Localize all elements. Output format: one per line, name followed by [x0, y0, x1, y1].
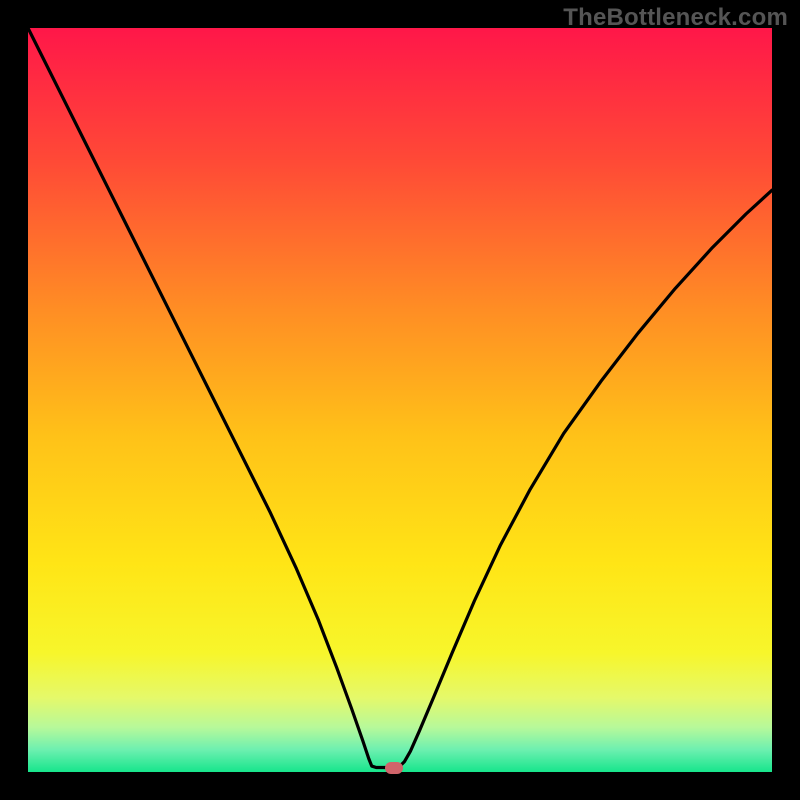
curve-layer — [28, 28, 772, 772]
minimum-marker — [385, 762, 403, 774]
bottleneck-curve — [28, 28, 772, 768]
plot-area — [28, 28, 772, 772]
watermark-text: TheBottleneck.com — [563, 4, 788, 32]
chart-root: TheBottleneck.com — [0, 0, 800, 800]
